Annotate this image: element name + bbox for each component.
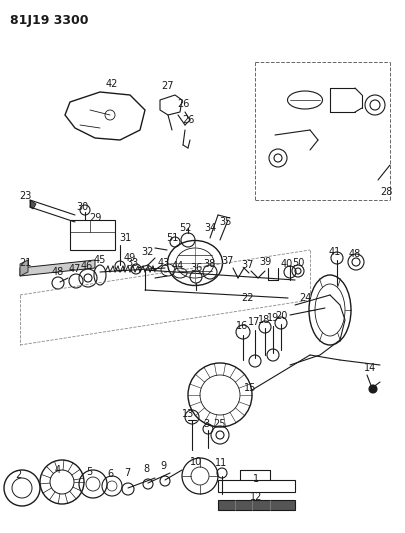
Text: 31: 31 bbox=[119, 233, 131, 243]
Text: 37: 37 bbox=[241, 260, 254, 270]
Text: 48: 48 bbox=[348, 249, 360, 259]
Text: 46: 46 bbox=[81, 261, 93, 271]
Text: 23: 23 bbox=[19, 191, 31, 201]
Polygon shape bbox=[30, 200, 36, 209]
Polygon shape bbox=[217, 500, 294, 510]
Text: 47: 47 bbox=[68, 264, 81, 274]
Text: 52: 52 bbox=[178, 223, 191, 233]
Text: 8: 8 bbox=[143, 464, 149, 474]
Text: 41: 41 bbox=[328, 247, 340, 257]
Text: 26: 26 bbox=[181, 115, 194, 125]
Text: 40: 40 bbox=[280, 259, 292, 269]
Text: 17: 17 bbox=[247, 317, 260, 327]
Text: 29: 29 bbox=[89, 213, 101, 223]
Text: 81J19 3300: 81J19 3300 bbox=[10, 14, 88, 27]
Text: 24: 24 bbox=[298, 293, 310, 303]
Text: 35: 35 bbox=[219, 217, 232, 227]
Text: 6: 6 bbox=[107, 469, 113, 479]
Text: 26: 26 bbox=[176, 99, 189, 109]
Polygon shape bbox=[20, 260, 95, 276]
Text: 16: 16 bbox=[235, 321, 247, 331]
Text: 37: 37 bbox=[221, 256, 234, 266]
Text: 38: 38 bbox=[202, 259, 215, 269]
Text: 50: 50 bbox=[291, 258, 303, 268]
Text: 5: 5 bbox=[86, 467, 92, 477]
Polygon shape bbox=[20, 260, 28, 276]
Text: 25: 25 bbox=[213, 419, 226, 429]
Text: 14: 14 bbox=[363, 363, 375, 373]
Text: 48: 48 bbox=[52, 267, 64, 277]
Text: 33: 33 bbox=[126, 258, 138, 268]
Text: 9: 9 bbox=[160, 461, 166, 471]
Text: 1: 1 bbox=[252, 474, 258, 484]
Text: 11: 11 bbox=[214, 458, 226, 468]
Text: 44: 44 bbox=[171, 261, 184, 271]
Text: 12: 12 bbox=[249, 492, 262, 502]
Text: 4: 4 bbox=[55, 465, 61, 475]
Text: 27: 27 bbox=[161, 81, 174, 91]
Text: 7: 7 bbox=[124, 468, 130, 478]
Text: 49: 49 bbox=[124, 253, 136, 263]
Text: 15: 15 bbox=[243, 383, 256, 393]
Text: 22: 22 bbox=[241, 293, 254, 303]
Text: 45: 45 bbox=[94, 255, 106, 265]
Text: 20: 20 bbox=[274, 311, 286, 321]
Text: 10: 10 bbox=[190, 457, 202, 467]
Circle shape bbox=[368, 385, 376, 393]
Text: 2: 2 bbox=[15, 470, 21, 480]
Text: 13: 13 bbox=[181, 409, 194, 419]
Text: 36: 36 bbox=[190, 263, 202, 273]
Text: 28: 28 bbox=[379, 187, 391, 197]
Text: 32: 32 bbox=[141, 247, 154, 257]
Text: 42: 42 bbox=[106, 79, 118, 89]
Text: 3: 3 bbox=[202, 419, 209, 429]
Text: 19: 19 bbox=[266, 313, 279, 323]
Text: 34: 34 bbox=[203, 223, 215, 233]
Text: 21: 21 bbox=[19, 258, 31, 268]
Text: 43: 43 bbox=[158, 258, 170, 268]
Text: 51: 51 bbox=[165, 233, 178, 243]
Text: 18: 18 bbox=[257, 315, 269, 325]
Text: 39: 39 bbox=[258, 257, 271, 267]
Text: 30: 30 bbox=[76, 202, 88, 212]
